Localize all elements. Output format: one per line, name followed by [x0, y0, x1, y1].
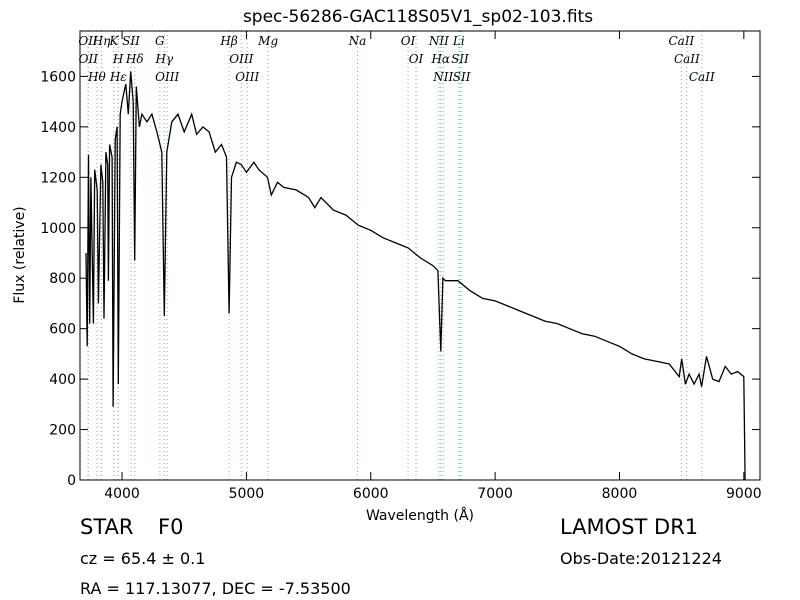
spectral-line-label: SII [122, 34, 140, 48]
plot-frame [79, 30, 761, 481]
spectral-line-label: Hη [92, 34, 111, 48]
y-tick-label: 200 [49, 423, 76, 439]
y-tick-label: 0 [67, 473, 76, 489]
survey: LAMOST DR1 [560, 515, 698, 539]
object-class: STAR [80, 515, 133, 539]
redshift: cz = 65.4 ± 0.1 [80, 549, 205, 568]
spectral-line-label: G [155, 34, 165, 48]
spectral-line-label: Na [348, 34, 367, 48]
y-tick-label: 1400 [40, 120, 76, 136]
chart-title: spec-56286-GAC118S05V1_sp02-103.fits [243, 7, 593, 27]
spectral-line-label: OIII [229, 52, 253, 66]
spectral-line-label: Hα [430, 52, 450, 66]
x-tick-label: 5000 [229, 486, 265, 502]
x-tick-label: 6000 [353, 486, 389, 502]
obs-date: Obs-Date:20121224 [560, 549, 722, 568]
x-tick-label: 7000 [477, 486, 513, 502]
y-tick-label: 400 [49, 372, 76, 388]
spectral-line-label: OI [409, 52, 424, 66]
y-tick-label: 800 [49, 271, 76, 287]
position: RA = 117.13077, DEC = -7.53500 [80, 579, 351, 598]
spectral-line-label: OIII [235, 70, 259, 84]
spectral-line-label: K [108, 34, 119, 48]
x-tick-label: 8000 [602, 486, 638, 502]
spectral-line-label: CaII [689, 70, 715, 84]
spectral-line-label: Hδ [125, 52, 144, 66]
y-tick-label: 1600 [40, 69, 76, 85]
x-axis-label: Wavelength (Å) [366, 507, 474, 524]
x-tick-label: 4000 [104, 486, 140, 502]
spectral-line-label: SII [451, 52, 469, 66]
subclass: F0 [158, 515, 183, 539]
y-axis-label: Flux (relative) [12, 206, 28, 303]
y-tick-label: 1200 [40, 170, 76, 186]
y-tick-label: 600 [49, 322, 76, 338]
x-tick-label: 9000 [726, 486, 762, 502]
spectral-line-label: OII [79, 52, 99, 66]
spectral-line-label: Hθ [87, 70, 106, 84]
spectral-line-label: Hβ [219, 34, 237, 48]
spectral-line-label: OIII [155, 70, 179, 84]
spectral-line-label: NII [432, 70, 453, 84]
y-tick-label: 1000 [40, 221, 76, 237]
spectral-line-label: NII [428, 34, 449, 48]
spectral-line-label: Mg [257, 34, 278, 48]
spectral-line-label: OI [401, 34, 416, 48]
spectrum-line [85, 71, 746, 481]
spectral-line-label: CaII [668, 34, 694, 48]
spectral-line-label: CaII [674, 52, 700, 66]
spectral-line-label: Hγ [154, 52, 173, 66]
spectral-line-label: SII [453, 70, 471, 84]
spectral-line-label: OII [78, 34, 98, 48]
spectral-line-label: Li [452, 34, 465, 48]
spectral-line-label: Hε [109, 70, 127, 84]
